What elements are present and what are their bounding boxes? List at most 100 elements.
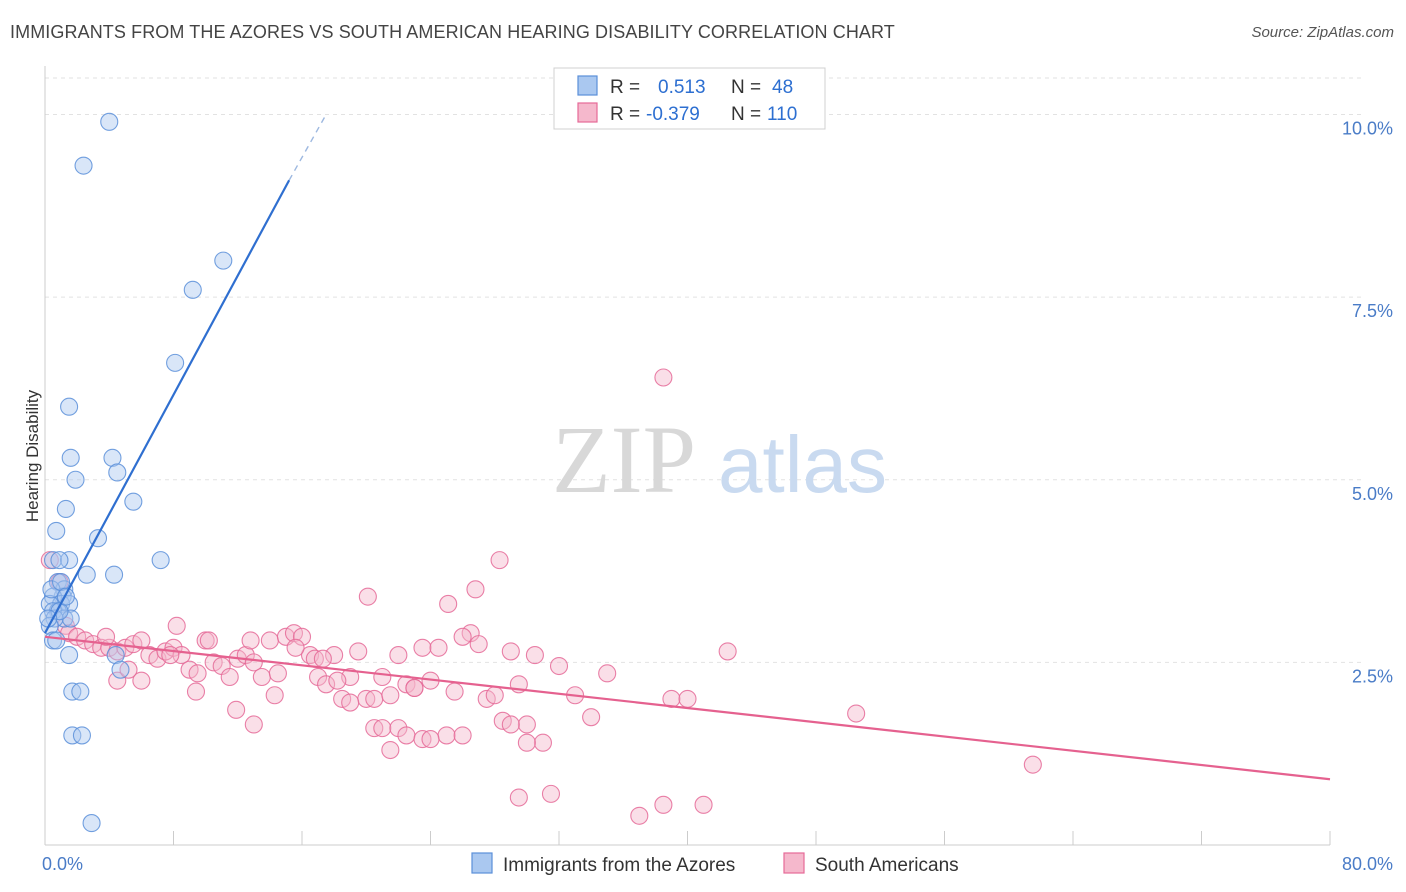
legend-r-label-azores: R = bbox=[610, 77, 640, 98]
azores-point bbox=[103, 448, 122, 467]
legend-n-label-azores: N = bbox=[731, 77, 761, 98]
south-american-point bbox=[847, 704, 866, 723]
south-american-point bbox=[718, 642, 737, 661]
bottom-legend-swatch-azores bbox=[471, 852, 493, 874]
south-american-point bbox=[439, 594, 458, 613]
south-american-point bbox=[373, 719, 392, 738]
south-american-point bbox=[132, 631, 151, 650]
bottom-legend-label-azores: Immigrants from the Azores bbox=[503, 855, 735, 876]
south-american-point bbox=[341, 693, 360, 712]
south-american-point bbox=[96, 627, 116, 646]
chart-title: IMMIGRANTS FROM THE AZORES VS SOUTH AMER… bbox=[10, 22, 895, 42]
azores-point bbox=[60, 397, 79, 416]
azores-point bbox=[108, 463, 127, 482]
correlation-legend: R = 0.513 N = 48 R = -0.379 N = 110 bbox=[553, 67, 826, 130]
south-american-point bbox=[466, 580, 485, 599]
x-tick-label-min: 0.0% bbox=[42, 854, 83, 874]
south-american-point bbox=[286, 638, 305, 657]
south-american-point bbox=[453, 726, 472, 745]
azores-point bbox=[72, 726, 91, 745]
south-american-point bbox=[389, 646, 408, 665]
azores-point bbox=[43, 551, 63, 570]
azores-point bbox=[47, 521, 66, 540]
azores-point bbox=[183, 280, 202, 299]
south-american-point bbox=[405, 678, 424, 697]
azores-point bbox=[61, 609, 80, 628]
south-american-point bbox=[429, 638, 448, 657]
south-american-point bbox=[413, 638, 432, 657]
legend-r-value-south-americans: -0.379 bbox=[646, 104, 700, 125]
south-american-point bbox=[313, 649, 332, 668]
south-american-point bbox=[541, 784, 561, 803]
y-tick-label: 7.5% bbox=[1352, 301, 1393, 321]
south-american-point bbox=[260, 631, 279, 650]
bottom-legend-swatch-south-americans bbox=[783, 852, 805, 874]
legend-r-label-south-americans: R = bbox=[610, 104, 640, 125]
legend-r-value-azores: 0.513 bbox=[658, 77, 706, 98]
south-american-point bbox=[244, 715, 263, 734]
y-tick-labels: 2.5% 5.0% 7.5% 10.0% bbox=[1342, 119, 1393, 687]
south-american-point bbox=[485, 686, 504, 705]
azores-point bbox=[106, 646, 125, 665]
south-american-point bbox=[167, 616, 186, 635]
south-american-point bbox=[662, 689, 681, 708]
source-label: Source: ZipAtlas.com bbox=[1251, 24, 1394, 41]
azores-point bbox=[151, 551, 170, 570]
legend-swatch-azores bbox=[577, 75, 598, 96]
south-american-point bbox=[598, 664, 617, 683]
south-american-point bbox=[678, 689, 697, 708]
y-tick-label: 10.0% bbox=[1342, 119, 1393, 139]
south-american-point bbox=[241, 631, 260, 650]
south-american-point bbox=[501, 715, 520, 734]
south-american-point bbox=[654, 368, 673, 387]
south-american-point bbox=[582, 708, 601, 727]
legend-n-value-south-americans: 110 bbox=[767, 104, 797, 125]
south-american-point bbox=[244, 653, 263, 672]
south-american-point bbox=[490, 551, 509, 570]
azores-point bbox=[166, 353, 185, 372]
azores-point bbox=[214, 251, 233, 270]
south-american-point bbox=[381, 740, 400, 760]
azores-trend-extension bbox=[288, 114, 327, 181]
azores-point bbox=[60, 551, 79, 570]
south-american-point bbox=[265, 686, 284, 705]
south-american-point bbox=[501, 642, 520, 661]
azores-point bbox=[100, 112, 119, 131]
azores-point bbox=[63, 726, 82, 745]
azores-point bbox=[56, 499, 75, 519]
south-american-point bbox=[517, 733, 536, 752]
south-american-point bbox=[108, 671, 127, 690]
south-american-point bbox=[509, 788, 528, 807]
south-american-point bbox=[533, 733, 552, 752]
y-tick-label: 5.0% bbox=[1352, 484, 1393, 504]
legend-n-label-south-americans: N = bbox=[731, 104, 761, 125]
azores-point bbox=[61, 448, 80, 467]
south-american-point bbox=[453, 627, 472, 646]
bottom-legend-label-south-americans: South Americans bbox=[815, 855, 959, 876]
south-american-point bbox=[397, 726, 416, 745]
legend-box bbox=[553, 67, 826, 130]
azores-point bbox=[105, 565, 124, 584]
south-american-point bbox=[445, 682, 464, 701]
watermark-zip: ZIP bbox=[552, 406, 696, 513]
azores-point bbox=[124, 492, 143, 511]
y-tick-label: 2.5% bbox=[1352, 666, 1393, 686]
azores-point bbox=[52, 572, 71, 592]
x-tick-label-max: 80.0% bbox=[1342, 854, 1393, 874]
south-american-point bbox=[437, 726, 456, 745]
south-american-point bbox=[517, 715, 536, 734]
south-american-point bbox=[549, 656, 569, 676]
y-axis-label: Hearing Disability bbox=[23, 389, 42, 522]
south-american-point bbox=[317, 675, 336, 694]
south-american-point bbox=[525, 646, 544, 665]
azores-point bbox=[71, 682, 90, 701]
south-american-point bbox=[292, 627, 312, 646]
azores-point bbox=[42, 580, 61, 599]
south-american-point bbox=[268, 664, 287, 683]
south-american-point bbox=[421, 730, 440, 749]
grid-lines bbox=[45, 77, 1365, 663]
azores-trend-line bbox=[44, 179, 291, 634]
south-american-point bbox=[227, 700, 246, 719]
south-american-point bbox=[186, 682, 206, 701]
